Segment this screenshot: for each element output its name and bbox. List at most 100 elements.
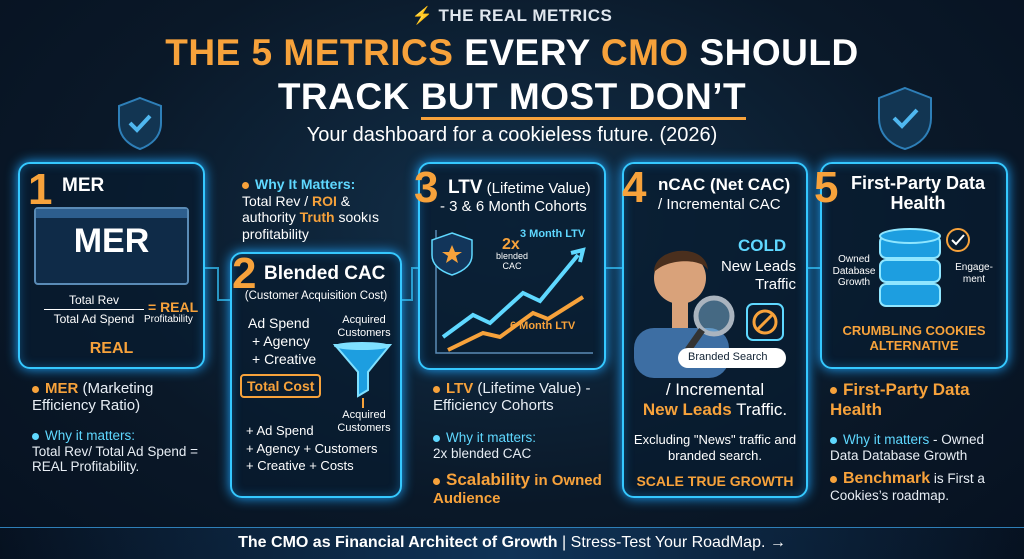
card-number: 5 bbox=[814, 163, 839, 212]
note-part: Truth bbox=[299, 209, 335, 226]
card-title: First-Party Data Health bbox=[850, 173, 986, 213]
title-part: BUT MOST DON’T bbox=[420, 76, 747, 120]
funnel-icon bbox=[332, 342, 393, 408]
title-line-2: TRACK BUT MOST DON’T bbox=[0, 76, 1024, 120]
footer-right: Stress-Test Your RoadMap. → bbox=[570, 534, 786, 551]
below-text: Excluding "News" traffic and branded sea… bbox=[633, 432, 797, 464]
card-footer: REAL bbox=[89, 340, 134, 357]
acquired-top: Acquired Customers bbox=[337, 314, 391, 339]
total-cost: Total Cost bbox=[240, 374, 322, 398]
card-title-2: - 3 & 6 Month Cohorts bbox=[440, 198, 587, 215]
note-title: Why It Matters: bbox=[255, 176, 356, 192]
title-rest: (Lifetime Value) bbox=[486, 180, 591, 197]
screen-label: MER bbox=[73, 222, 150, 260]
acquired-bottom: Acquired Customers bbox=[337, 409, 391, 434]
card-below-why: Why it matters: 2x blended CAC bbox=[433, 430, 608, 461]
term-rest: Traffic. bbox=[736, 400, 788, 419]
screen-bar bbox=[36, 209, 187, 218]
footer-sep: | bbox=[562, 534, 567, 551]
line-label: 3 Month LTV bbox=[520, 228, 586, 240]
why-text: 2x blended CAC bbox=[433, 445, 532, 461]
card-number: 1 bbox=[28, 165, 53, 214]
card-title: MER bbox=[62, 175, 105, 196]
formula-equals: = REAL bbox=[148, 299, 199, 315]
line-label: 6 Month LTV bbox=[510, 320, 576, 332]
right-label: Engage-ment bbox=[955, 262, 993, 285]
card-footer: CRUMBLING COOKIES ALTERNATIVE bbox=[842, 323, 986, 353]
cold-label: COLD bbox=[738, 236, 787, 255]
term: New Leads bbox=[642, 400, 732, 419]
blocked-icon bbox=[746, 303, 784, 341]
formula-numerator: Total Rev bbox=[68, 293, 120, 307]
footer: The CMO as Financial Architect of Growth… bbox=[0, 527, 1024, 559]
title-part: SHOULD bbox=[699, 32, 859, 73]
note-part: sookıs profitability bbox=[242, 209, 379, 242]
card-number: 3 bbox=[414, 163, 439, 212]
card-below: MER (Marketing Efficiency Ratio) bbox=[32, 380, 212, 415]
why: Why it matters: bbox=[446, 430, 537, 445]
why-text: - Owned Data Database Growth bbox=[830, 432, 985, 463]
card-below-extra: Benchmark is First a Cookies’s roadmap. bbox=[830, 470, 1010, 504]
fraction-line bbox=[44, 309, 144, 310]
term-rest: (Marketing Efficiency Ratio) bbox=[32, 380, 154, 415]
extra-rest: is First a Cookies’s roadmap. bbox=[830, 471, 985, 504]
database-icon bbox=[879, 228, 941, 307]
note: Why It Matters: Total Rev / ROI & authori… bbox=[242, 176, 402, 242]
below-line-1: / Incremental bbox=[665, 380, 765, 399]
footer-left: The CMO as Financial Architect of Growth bbox=[238, 534, 558, 551]
title-part: CMO bbox=[600, 32, 689, 73]
brand: ⚡ THE REAL METRICS bbox=[411, 6, 613, 25]
subtitle: Your dashboard for a cookieless future. … bbox=[306, 124, 718, 146]
extra: Scalability bbox=[446, 470, 531, 489]
formula-equals-sub: Profitability bbox=[144, 314, 193, 325]
search-box: Branded Search bbox=[678, 348, 786, 368]
title-part: TRACK bbox=[277, 76, 410, 117]
cost-list: Ad Spend + Agency + Creative bbox=[248, 314, 316, 369]
card-below: LTV (Lifetime Value) - Efficiency Cohort… bbox=[433, 380, 608, 415]
card-title: LTV (Lifetime Value) bbox=[448, 177, 591, 199]
cost-item: + Agency bbox=[252, 333, 310, 350]
badge-sub: blended CAC bbox=[495, 251, 529, 271]
shield-icon bbox=[878, 86, 932, 151]
note-part: & authority bbox=[242, 192, 351, 226]
cost-item: Ad Spend bbox=[248, 315, 310, 331]
card-title: nCAC (Net CAC) bbox=[658, 175, 791, 194]
term-rest: (Lifetime Value) - Efficiency Cohorts bbox=[433, 380, 591, 415]
term: First-Party Data Health bbox=[830, 380, 970, 419]
card-footer: SCALE TRUE GROWTH bbox=[636, 473, 794, 489]
card-number: 2 bbox=[232, 249, 257, 298]
extra-rest: in Owned Audience bbox=[433, 472, 602, 507]
term: MER bbox=[45, 380, 79, 397]
formula-denominator: Total Ad Spend bbox=[53, 312, 135, 326]
growth-chart bbox=[431, 230, 593, 354]
bottom-item: + Agency + Customers bbox=[246, 440, 378, 456]
screen: MER bbox=[34, 207, 189, 285]
cold-text: New Leads Traffic bbox=[720, 258, 796, 293]
term: LTV bbox=[446, 380, 474, 397]
why: Why it matters: bbox=[45, 428, 136, 443]
below-term: New Leads Traffic. bbox=[622, 400, 808, 420]
bottom-item: + Ad Spend bbox=[246, 423, 314, 438]
card-below-extra: Scalability in Owned Audience bbox=[433, 470, 608, 507]
card-below-why: Why it matters - Owned Data Database Gro… bbox=[830, 432, 1010, 463]
cost-item: + Creative bbox=[252, 351, 317, 368]
title-line-1: THE 5 METRICS EVERY CMO SHOULD bbox=[0, 32, 1024, 74]
card-subtitle: (Customer Acquisition Cost) bbox=[244, 290, 388, 302]
title-main: LTV bbox=[448, 177, 483, 198]
card-number: 4 bbox=[622, 163, 647, 212]
title-part: EVERY bbox=[464, 32, 591, 73]
bottom-item: + Creative + Costs bbox=[246, 458, 354, 474]
check-icon bbox=[946, 228, 970, 252]
title-part: THE 5 METRICS bbox=[165, 32, 454, 73]
card-below-why: Why it matters: Total Rev/ Total Ad Spend… bbox=[32, 428, 212, 475]
card-title-2: / Incremental CAC bbox=[658, 196, 781, 213]
why: Why it matters bbox=[843, 432, 930, 447]
left-label: Owned Database Growth bbox=[832, 254, 876, 288]
bottom-list: + Ad Spend + Agency + Customers + Creative… bbox=[246, 422, 378, 475]
badge: 2x bbox=[502, 236, 520, 253]
why-text: Total Rev/ Total Ad Spend = REAL Profita… bbox=[32, 443, 198, 475]
note-part: ROI bbox=[312, 192, 337, 209]
card-title: Blended CAC bbox=[264, 263, 386, 284]
